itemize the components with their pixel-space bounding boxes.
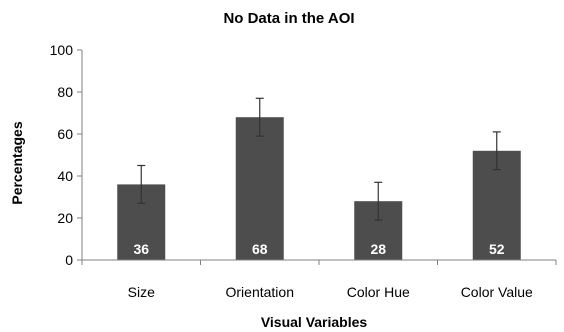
error-bar bbox=[137, 164, 146, 204]
x-tick-label: Color Hue bbox=[347, 284, 410, 300]
y-tick-label: 20 bbox=[57, 210, 73, 226]
error-bar bbox=[492, 131, 501, 171]
x-axis-title: Visual Variables bbox=[261, 314, 368, 330]
bars-group bbox=[117, 117, 521, 260]
x-tick-label: Orientation bbox=[226, 284, 294, 300]
y-axis: 0 20 40 60 80 100 bbox=[50, 42, 83, 268]
error-bars-group bbox=[137, 97, 501, 221]
x-tick-label: Size bbox=[128, 284, 155, 300]
y-tick-label: 80 bbox=[57, 84, 73, 100]
y-tick-label: 60 bbox=[57, 126, 73, 142]
data-label: 36 bbox=[133, 241, 149, 257]
y-tick-label: 0 bbox=[65, 252, 73, 268]
data-labels-group: 36 68 28 52 bbox=[133, 241, 504, 257]
data-label: 52 bbox=[489, 241, 505, 257]
x-tick-label: Color Value bbox=[461, 284, 533, 300]
error-bar bbox=[374, 181, 383, 221]
y-tick-label: 40 bbox=[57, 168, 73, 184]
y-axis-title: Percentages bbox=[9, 121, 25, 204]
y-tick-label: 100 bbox=[50, 42, 74, 58]
bar bbox=[235, 117, 284, 260]
chart-title: No Data in the AOI bbox=[223, 10, 354, 27]
x-axis: Size Orientation Color Hue Color Value bbox=[81, 259, 557, 300]
error-bar bbox=[255, 97, 264, 137]
data-label: 68 bbox=[252, 241, 268, 257]
data-label: 28 bbox=[370, 241, 386, 257]
